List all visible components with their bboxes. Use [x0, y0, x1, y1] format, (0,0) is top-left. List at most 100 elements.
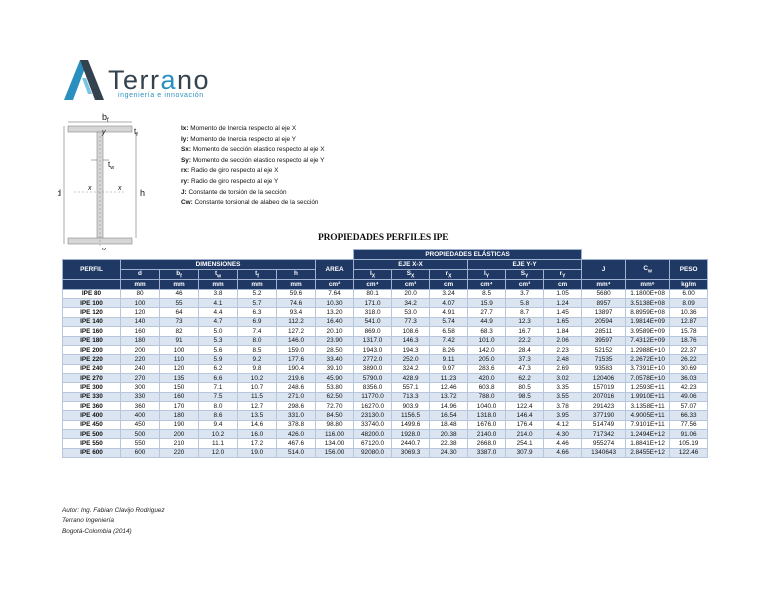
table-cell: 116.00: [314, 428, 355, 440]
table-cell: 170: [159, 400, 199, 412]
table-cell: 324.2: [391, 363, 431, 374]
table-cell: 9.8: [237, 363, 277, 374]
table-cell: 514749: [581, 419, 627, 430]
table-cell: 200: [159, 428, 199, 440]
table-cell: 12.0: [198, 447, 238, 458]
profile-name-cell: IPE 80: [62, 288, 121, 300]
header-unit: cm³: [505, 279, 545, 290]
legend-item: rx: Radio de giro respecto al eje X: [181, 166, 325, 177]
table-cell: 146.3: [391, 335, 431, 346]
table-cell: 220: [159, 447, 199, 458]
table-cell: 150: [159, 382, 199, 393]
table-cell: 176.4: [505, 419, 545, 430]
table-cell: 1943.0: [353, 344, 393, 356]
table-cell: 33740.0: [353, 419, 393, 430]
header-dim-col: h: [276, 268, 316, 281]
profile-name-cell: IPE 270: [62, 372, 121, 384]
table-cell: 3.7391E+10: [625, 363, 671, 374]
table-cell: 210: [159, 438, 199, 449]
table-title: PROPIEDADES PERFILES IPE: [318, 233, 449, 243]
header-unit: cm⁴: [467, 279, 507, 290]
table-cell: 20.0: [391, 288, 431, 300]
table-cell: 71535: [581, 354, 627, 365]
table-cell: 112.2: [276, 316, 316, 328]
table-cell: 157019: [581, 382, 627, 393]
brand-name-accent: a: [160, 65, 178, 95]
table-cell: 12.7: [237, 400, 277, 412]
table-cell: 4.12: [543, 419, 583, 430]
table-cell: 1.9814E+09: [625, 316, 671, 328]
table-cell: 12.87: [669, 316, 709, 328]
table-cell: 205.0: [467, 354, 507, 365]
table-cell: 127.2: [276, 326, 316, 337]
table-cell: 307.9: [505, 447, 545, 458]
table-cell: 20.10: [314, 326, 355, 337]
table-cell: 180: [159, 410, 199, 421]
table-cell: 4.9005E+11: [625, 410, 671, 421]
table-cell: 331.0: [276, 410, 316, 421]
table-cell: 5680: [581, 288, 627, 300]
table-cell: 2140.0: [467, 428, 507, 440]
table-row: IPE 500 500 200 10.2 16.0 426.0 116.00 48200.0 1…: [62, 428, 709, 440]
table-cell: 9.11: [429, 354, 469, 365]
table-cell: 7.9101E+11: [625, 419, 671, 430]
table-cell: 8.09: [669, 298, 709, 309]
table-cell: 28.50: [314, 344, 355, 356]
legend-text: Momento de Inercia respecto al eje X: [190, 125, 297, 132]
table-cell: 55: [159, 298, 199, 309]
label-x-right: x: [117, 185, 122, 192]
header-unit: cm³: [391, 279, 431, 290]
table-cell: 1.45: [543, 307, 583, 318]
table-cell: 7.1: [198, 382, 238, 393]
table-cell: 8356.0: [353, 382, 393, 393]
table-cell: 8.8959E+08: [625, 307, 671, 318]
legend-item: Sy: Momento de sección elastico respecto…: [181, 156, 325, 167]
table-cell: 541.0: [353, 316, 393, 328]
table-row: IPE 160 160 82 5.0 7.4 127.2 20.10 869.0 108.6 6.…: [62, 326, 709, 337]
table-row: IPE 450 450 190 9.4 14.6 378.8 98.80 33740.0 149…: [62, 419, 709, 430]
header-dim-col: tf: [237, 268, 277, 281]
table-cell: 8.0: [237, 335, 277, 346]
table-cell: 4.66: [543, 447, 583, 458]
header-unit: cm²: [314, 279, 355, 290]
table-cell: 717342: [581, 428, 627, 440]
label-x-left: x: [87, 185, 92, 192]
table-cell: 91: [159, 335, 199, 346]
profile-name-cell: IPE 600: [62, 447, 121, 458]
table-row: IPE 220 220 110 5.9 9.2 177.6 33.40 2772.0 252.0…: [62, 354, 709, 365]
table-cell: 3.02: [543, 372, 583, 384]
header-unit: cm: [429, 279, 469, 290]
legend-symbol: Cw:: [181, 199, 193, 207]
table-cell: 11.5: [237, 391, 277, 402]
table-row: IPE 180 180 91 5.3 8.0 146.0 23.90 1317.0 146.3 7…: [62, 335, 709, 346]
table-cell: 120: [159, 363, 199, 374]
table-cell: 10.36: [669, 307, 709, 318]
table-cell: 18.76: [669, 335, 709, 346]
legend-text: Momento de Inercia respecto al eje Y: [190, 135, 296, 143]
header-unit: cm⁴: [353, 279, 393, 290]
table-cell: 160: [120, 326, 160, 337]
table-cell: 62.50: [314, 391, 355, 402]
table-row: IPE 240 240 120 6.2 9.8 190.4 39.10 3890.0 324.2…: [62, 363, 709, 374]
table-cell: 3387.0: [467, 447, 507, 458]
author-footer: Autor: Ing. Fabian Clavijo Rodriguez Ter…: [62, 506, 165, 537]
table-cell: 160: [159, 391, 199, 402]
profile-name-cell: IPE 240: [62, 363, 121, 374]
table-cell: 80: [120, 288, 160, 300]
table-cell: 4.07: [429, 298, 469, 309]
table-cell: 47.3: [505, 363, 545, 374]
table-cell: 13.20: [314, 307, 355, 318]
table-cell: 13.72: [429, 391, 469, 402]
table-cell: 110: [159, 354, 199, 365]
header-elastic-properties: PROPIEDADES ELÁSTICAS: [353, 249, 583, 260]
table-cell: 156.00: [314, 447, 355, 458]
table-cell: 10.30: [314, 298, 355, 309]
table-cell: 5.3: [198, 335, 238, 346]
header-unit-perfil: [62, 279, 121, 290]
table-cell: 46: [159, 288, 199, 300]
table-cell: 28.4: [505, 344, 545, 356]
table-cell: 45.90: [314, 372, 355, 384]
header-dim-col: bf: [159, 268, 199, 281]
table-cell: 603.8: [467, 382, 507, 393]
table-row: IPE 80 80 46 3.8 5.2 59.6 7.64 80.1 20.0 3.24 8.5 3…: [62, 288, 709, 300]
